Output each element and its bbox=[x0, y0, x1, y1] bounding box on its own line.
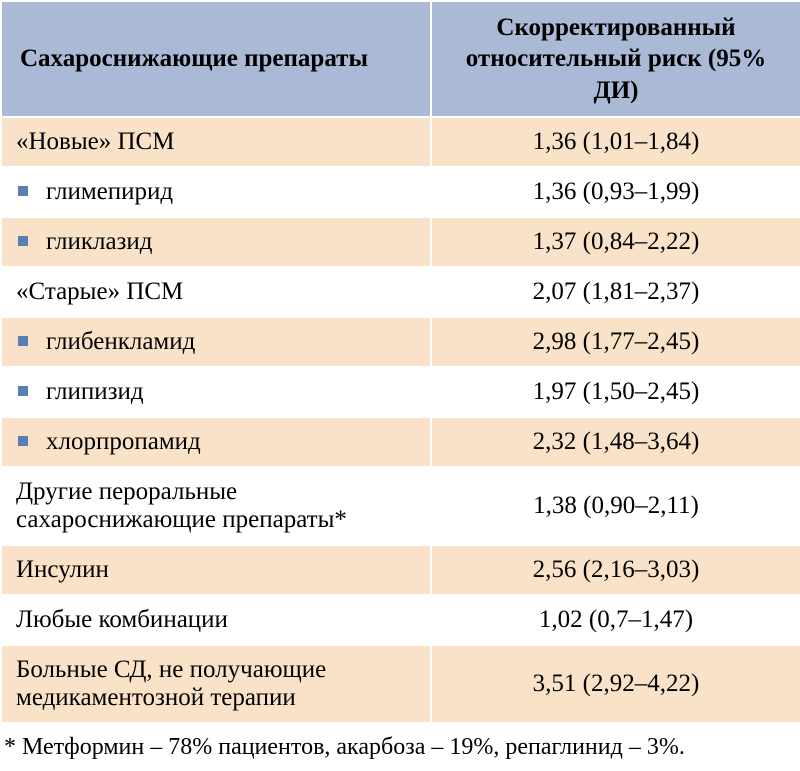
risk-cell: 2,98 (1,77–2,45) bbox=[431, 317, 800, 367]
risk-cell: 2,32 (1,48–3,64) bbox=[431, 417, 800, 467]
table-row: «Новые» ПСМ 1,36 (1,01–1,84) bbox=[1, 117, 800, 167]
drug-cell: Больные СД, не получающие медикаментозно… bbox=[1, 645, 431, 723]
drug-cell: Инсулин bbox=[1, 545, 431, 595]
column-header-drugs: Сахароснижающие препараты bbox=[1, 1, 431, 117]
drug-cell: Любые комбинации bbox=[1, 595, 431, 645]
drug-cell: хлорпропамид bbox=[1, 417, 431, 467]
bullet-icon bbox=[18, 436, 28, 446]
table-row: глибенкламид 2,98 (1,77–2,45) bbox=[1, 317, 800, 367]
table-row: «Старые» ПСМ 2,07 (1,81–2,37) bbox=[1, 267, 800, 317]
table-row: Другие пероральные сахароснижающие препа… bbox=[1, 467, 800, 545]
table-row: гликлазид 1,37 (0,84–2,22) bbox=[1, 217, 800, 267]
risk-cell: 1,97 (1,50–2,45) bbox=[431, 367, 800, 417]
footnote: * Метформин – 78% пациентов, акарбоза – … bbox=[0, 724, 800, 771]
drug-label: Другие пероральные сахароснижающие препа… bbox=[16, 478, 347, 533]
drug-cell: Другие пероральные сахароснижающие препа… bbox=[1, 467, 431, 545]
bullet-icon bbox=[18, 386, 28, 396]
risk-cell: 1,02 (0,7–1,47) bbox=[431, 595, 800, 645]
table-row: глипизид 1,97 (1,50–2,45) bbox=[1, 367, 800, 417]
risk-table: Сахароснижающие препараты Скорректирован… bbox=[0, 0, 800, 724]
drug-label: «Новые» ПСМ bbox=[16, 128, 174, 155]
drug-label: «Старые» ПСМ bbox=[16, 278, 183, 305]
drug-cell: «Новые» ПСМ bbox=[1, 117, 431, 167]
bullet-icon bbox=[18, 186, 28, 196]
drug-label: Больные СД, не получающие медикаментозно… bbox=[16, 656, 326, 711]
table-header-row: Сахароснижающие препараты Скорректирован… bbox=[1, 1, 800, 117]
drug-label: Любые комбинации bbox=[16, 606, 228, 633]
drug-cell: глибенкламид bbox=[1, 317, 431, 367]
drug-label: Инсулин bbox=[16, 556, 109, 583]
drug-label: глипизид bbox=[46, 378, 144, 405]
risk-cell: 3,51 (2,92–4,22) bbox=[431, 645, 800, 723]
drug-label: гликлазид bbox=[46, 228, 153, 255]
risk-cell: 1,36 (1,01–1,84) bbox=[431, 117, 800, 167]
drug-label: глимепирид bbox=[46, 178, 173, 205]
column-header-risk: Скорректированный относительный риск (95… bbox=[431, 1, 800, 117]
table-row: Инсулин 2,56 (2,16–3,03) bbox=[1, 545, 800, 595]
drug-label: глибенкламид bbox=[46, 328, 195, 355]
risk-cell: 1,38 (0,90–2,11) bbox=[431, 467, 800, 545]
table-body: «Новые» ПСМ 1,36 (1,01–1,84) глимепирид 1,3… bbox=[1, 117, 800, 723]
bullet-icon bbox=[18, 236, 28, 246]
bullet-icon bbox=[18, 336, 28, 346]
table-row: Больные СД, не получающие медикаментозно… bbox=[1, 645, 800, 723]
table-row: Любые комбинации 1,02 (0,7–1,47) bbox=[1, 595, 800, 645]
drug-label: хлорпропамид bbox=[46, 428, 201, 455]
table-row: хлорпропамид 2,32 (1,48–3,64) bbox=[1, 417, 800, 467]
risk-cell: 2,56 (2,16–3,03) bbox=[431, 545, 800, 595]
risk-cell: 1,36 (0,93–1,99) bbox=[431, 167, 800, 217]
risk-cell: 1,37 (0,84–2,22) bbox=[431, 217, 800, 267]
drug-cell: «Старые» ПСМ bbox=[1, 267, 431, 317]
drug-cell: глимепирид bbox=[1, 167, 431, 217]
table-row: глимепирид 1,36 (0,93–1,99) bbox=[1, 167, 800, 217]
drug-cell: гликлазид bbox=[1, 217, 431, 267]
drug-cell: глипизид bbox=[1, 367, 431, 417]
risk-cell: 2,07 (1,81–2,37) bbox=[431, 267, 800, 317]
